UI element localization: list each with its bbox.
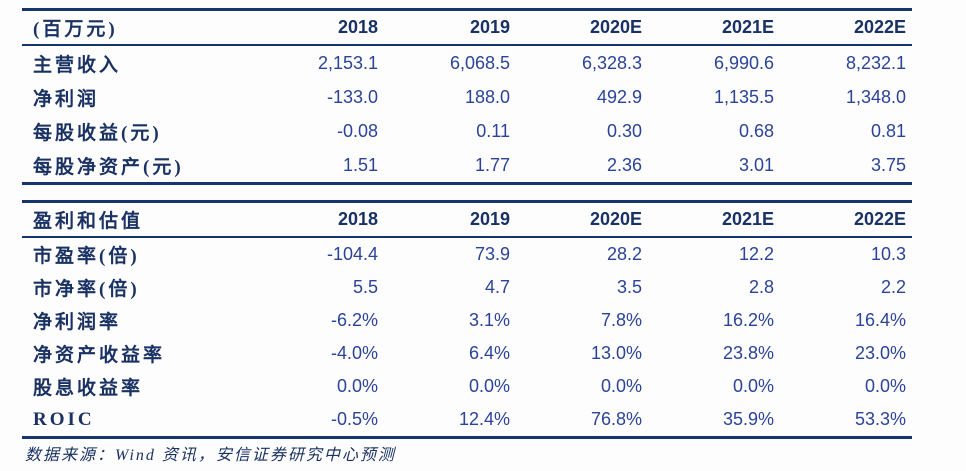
table-row: 净利润 -133.0 188.0 492.9 1,135.5 1,348.0 <box>22 80 912 114</box>
cell-value: 0.81 <box>870 120 906 141</box>
cell-value: 0.68 <box>738 120 774 141</box>
row-label: 市净率(倍) <box>33 279 140 300</box>
cell-value: -0.08 <box>336 120 378 141</box>
cell-value: 1,135.5 <box>713 86 774 107</box>
table-row: 主营收入 2,153.1 6,068.5 6,328.3 6,990.6 8,232.1 <box>22 45 912 80</box>
cell-value: 1.51 <box>252 148 384 185</box>
row-label: 每股净资产(元) <box>22 148 252 185</box>
column-header: 2018 <box>252 9 384 46</box>
table-title-cell: 盈利和估值 <box>22 201 252 238</box>
cell-value: 12.2 <box>738 244 774 264</box>
cell-value: 16.2% <box>722 310 774 330</box>
table-row: 股息收益率 0.0% 0.0% 0.0% 0.0% 0.0% <box>22 370 912 403</box>
cell-value: 23.8% <box>722 343 774 363</box>
row-label: 市盈率(倍) <box>33 246 140 267</box>
cell-value: 10.3 <box>870 244 906 264</box>
cell-value: 0.0% <box>468 376 510 396</box>
table-row: 市净率(倍) 5.5 4.7 3.5 2.8 2.2 <box>22 271 912 304</box>
cell-value: 6,990.6 <box>713 52 774 73</box>
cell-value: -0.5% <box>252 403 384 439</box>
cell-value: 6,068.5 <box>449 52 510 73</box>
cell-value: 13.0% <box>590 343 642 363</box>
table-row: 每股收益(元) -0.08 0.11 0.30 0.68 0.81 <box>22 114 912 148</box>
column-header: 2022E <box>780 201 912 238</box>
cell-value: -104.4 <box>326 244 378 264</box>
row-label: 主营收入 <box>33 54 122 76</box>
cell-value: 7.8% <box>600 310 642 330</box>
cell-value: 8,232.1 <box>845 52 906 73</box>
column-header: 2019 <box>384 201 516 238</box>
table-row: 净利润率 -6.2% 3.1% 7.8% 16.2% 16.4% <box>22 304 912 337</box>
cell-value: 0.0% <box>864 376 906 396</box>
financial-summary-table: (百万元) 2018 2019 2020E 2021E 2022E 主营收入 2,153.1 6… <box>22 8 912 185</box>
cell-value: 1,348.0 <box>845 86 906 107</box>
cell-value: 3.75 <box>780 148 912 185</box>
cell-value: 12.4% <box>384 403 516 439</box>
cell-value: 76.8% <box>516 403 648 439</box>
cell-value: 5.5 <box>352 277 378 297</box>
valuation-table: 盈利和估值 2018 2019 2020E 2021E 2022E 市盈率(倍) -104.4… <box>22 200 912 439</box>
header-row: 盈利和估值 2018 2019 2020E 2021E 2022E <box>22 201 912 238</box>
cell-value: 1.77 <box>384 148 516 185</box>
table-row: 市盈率(倍) -104.4 73.9 28.2 12.2 10.3 <box>22 237 912 271</box>
cell-value: 188.0 <box>464 86 510 107</box>
cell-value: 16.4% <box>854 310 906 330</box>
cell-value: 0.11 <box>476 120 510 141</box>
cell-value: 3.01 <box>648 148 780 185</box>
cell-value: 0.0% <box>336 376 378 396</box>
table-row: ROIC -0.5% 12.4% 76.8% 35.9% 53.3% <box>22 403 912 439</box>
row-label: 净利润率 <box>33 312 122 333</box>
column-header: 2022E <box>780 9 912 46</box>
row-label: 股息收益率 <box>33 378 144 399</box>
cell-value: 23.0% <box>854 343 906 363</box>
header-row: (百万元) 2018 2019 2020E 2021E 2022E <box>22 9 912 46</box>
column-header: 2020E <box>516 201 648 238</box>
cell-value: 0.0% <box>732 376 774 396</box>
row-label: 净资产收益率 <box>33 345 166 366</box>
cell-value: 2.8 <box>748 277 774 297</box>
cell-value: 2.36 <box>516 148 648 185</box>
cell-value: 0.0% <box>600 376 642 396</box>
table-row: 净资产收益率 -4.0% 6.4% 13.0% 23.8% 23.0% <box>22 337 912 370</box>
cell-value: 6,328.3 <box>581 52 642 73</box>
cell-value: -133.0 <box>326 86 378 107</box>
cell-value: 3.5 <box>616 277 642 297</box>
cell-value: -4.0% <box>330 343 378 363</box>
cell-value: 2.2 <box>880 277 906 297</box>
column-header: 2021E <box>648 9 780 46</box>
cell-value: 0.30 <box>606 120 642 141</box>
cell-value: 492.9 <box>596 86 642 107</box>
cell-value: 4.7 <box>484 277 510 297</box>
cell-value: -6.2% <box>330 310 378 330</box>
row-label: 每股收益(元) <box>33 122 162 144</box>
table-row: 每股净资产(元) 1.51 1.77 2.36 3.01 3.75 <box>22 148 912 185</box>
cell-value: 2,153.1 <box>317 52 378 73</box>
cell-value: 73.9 <box>474 244 510 264</box>
column-header: 2020E <box>516 9 648 46</box>
row-label: ROIC <box>22 403 252 439</box>
cell-value: 3.1% <box>468 310 510 330</box>
column-header: 2021E <box>648 201 780 238</box>
column-header: 2019 <box>384 9 516 46</box>
table-title-cell: (百万元) <box>22 9 252 46</box>
cell-value: 28.2 <box>606 244 642 264</box>
cell-value: 35.9% <box>648 403 780 439</box>
cell-value: 6.4% <box>468 343 510 363</box>
row-label: 净利润 <box>33 88 100 110</box>
cell-value: 53.3% <box>780 403 912 439</box>
column-header: 2018 <box>252 201 384 238</box>
data-source-note: 数据来源：Wind 资讯，安信证券研究中心预测 <box>25 447 396 464</box>
